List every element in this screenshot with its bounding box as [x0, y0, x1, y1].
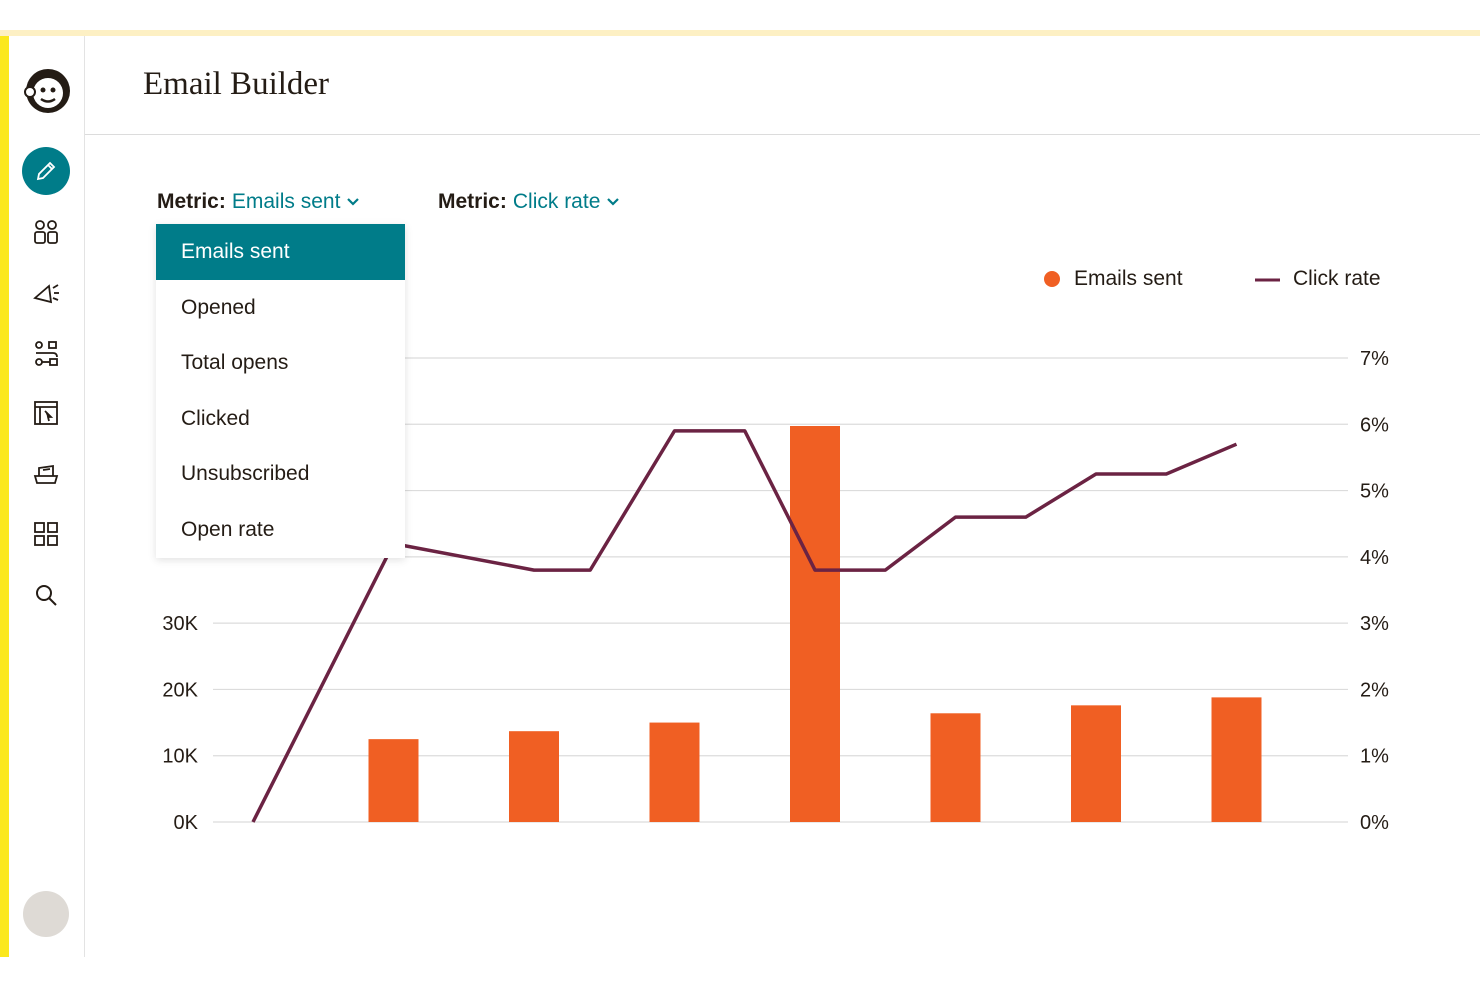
header: Email Builder [85, 36, 1480, 135]
right-metric-value[interactable]: Click rate [512, 190, 601, 213]
bar [509, 731, 559, 822]
dropdown-option-emails-sent[interactable]: Emails sent [156, 224, 405, 280]
top-strip [0, 30, 1480, 36]
legend-emails-sent-label: Emails sent [1074, 267, 1183, 290]
legend-click-rate-label: Click rate [1293, 267, 1381, 290]
right-tick-label: 3% [1360, 613, 1389, 635]
dropdown-option-open-rate[interactable]: Open rate [181, 517, 275, 541]
bar [1211, 697, 1262, 822]
page-title: Email Builder [143, 66, 330, 102]
right-tick-label: 4% [1360, 547, 1389, 569]
mailchimp-logo-icon[interactable] [23, 64, 73, 116]
bar [368, 739, 419, 822]
content-icon[interactable] [30, 457, 62, 489]
bar [930, 713, 981, 822]
bar [1071, 705, 1121, 822]
left-tick-label: 20K [162, 679, 198, 701]
left-tick-label: 30K [162, 613, 198, 635]
bar [790, 426, 840, 822]
audience-icon[interactable] [30, 216, 62, 248]
right-tick-label: 6% [1360, 414, 1389, 436]
right-tick-label: 2% [1360, 679, 1389, 701]
left-metric-value[interactable]: Emails sent [231, 190, 341, 213]
create-pencil-icon[interactable] [22, 147, 70, 195]
dropdown-option-unsubscribed[interactable]: Unsubscribed [181, 462, 310, 485]
dropdown-option-opened[interactable]: Opened [181, 295, 256, 319]
right-tick-label: 7% [1360, 348, 1389, 370]
left-accent-bar [0, 36, 9, 957]
dropdown-option-clicked[interactable]: Clicked [181, 406, 250, 430]
right-metric-label: Metric: [438, 190, 507, 213]
left-metric-label: Metric: [157, 190, 226, 213]
campaign-megaphone-icon[interactable] [30, 277, 62, 309]
left-metric-selector[interactable]: Metric: Emails sent [157, 190, 360, 214]
website-icon[interactable] [30, 397, 62, 429]
avatar[interactable] [23, 891, 69, 937]
chevron-down-icon[interactable] [606, 197, 620, 207]
automation-icon[interactable] [30, 337, 62, 369]
dropdown-option-total-opens[interactable]: Total opens [181, 351, 289, 374]
click-rate-line [251, 429, 1238, 823]
right-tick-label: 5% [1360, 481, 1389, 503]
right-metric-selector[interactable]: Metric: Click rate [438, 190, 620, 214]
search-icon[interactable] [30, 579, 62, 611]
legend-emails-sent-marker [1044, 271, 1060, 287]
left-tick-label: 10K [162, 746, 198, 768]
right-tick-label: 0% [1360, 812, 1389, 834]
left-tick-label: 0K [174, 812, 199, 834]
right-tick-label: 1% [1360, 746, 1389, 768]
chevron-down-icon[interactable] [346, 197, 360, 207]
bar [649, 722, 700, 822]
metric-dropdown-menu: Emails sent Opened Total opens Clicked U… [156, 224, 405, 558]
integrations-grid-icon[interactable] [30, 518, 62, 550]
sidebar [9, 36, 85, 957]
